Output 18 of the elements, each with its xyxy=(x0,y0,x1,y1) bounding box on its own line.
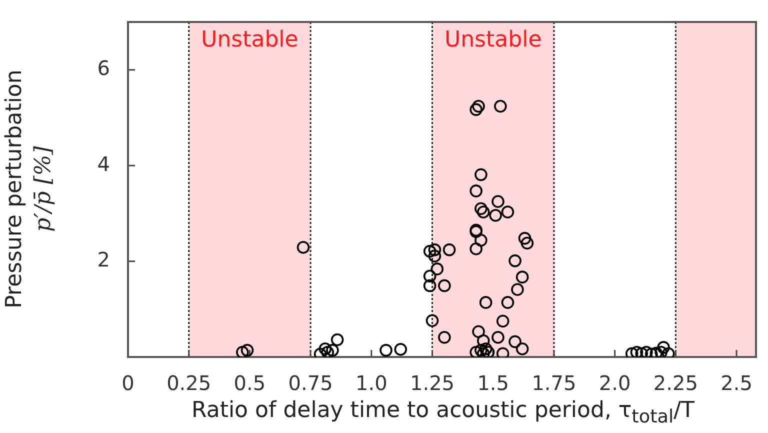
x-tick-label: 2.25 xyxy=(653,371,698,396)
x-tick-label: 1.25 xyxy=(410,371,455,396)
x-tick-label: 0.5 xyxy=(234,371,266,396)
x-tick-label: 0 xyxy=(122,371,134,396)
x-tick-label: 1.75 xyxy=(532,371,576,396)
x-tick-label: 1.0 xyxy=(356,371,388,396)
x-tick-label: 0.25 xyxy=(166,371,212,396)
x-tick-label: 2.5 xyxy=(720,371,752,396)
x-tick-label: 2.0 xyxy=(598,371,631,396)
y-tick-label: 6 xyxy=(97,56,110,80)
x-tick-label: 0.75 xyxy=(288,371,333,396)
y-tick-label: 4 xyxy=(97,152,110,176)
band-label: Unstable xyxy=(444,28,542,53)
y-tick-label: 2 xyxy=(97,247,110,272)
x-tick-label: 1.5 xyxy=(477,371,510,396)
band-label: Unstable xyxy=(201,28,298,53)
y-axis-title: Pressure perturbation p′/p̄ [%] xyxy=(1,68,57,310)
x-axis-title: Ratio of delay time to acoustic period, τ$_{total}$/T xyxy=(190,398,696,428)
